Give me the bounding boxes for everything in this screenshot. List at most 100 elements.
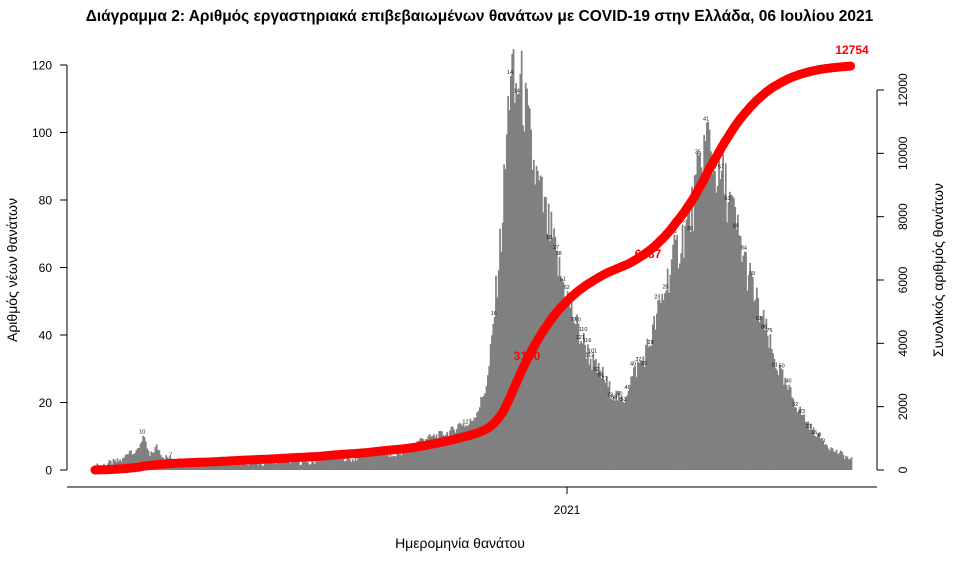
bar: [338, 453, 341, 470]
bar: [269, 463, 272, 470]
bar: [280, 458, 282, 470]
y-right-tick-label: 4000: [896, 330, 910, 357]
bar: [520, 50, 523, 470]
bar: [470, 420, 473, 470]
bar: [757, 297, 760, 470]
bar: [330, 454, 332, 470]
bar: [669, 274, 672, 470]
bar: [780, 368, 783, 470]
bar-value-label: 50: [779, 363, 785, 369]
y-right-tick-label: 6000: [896, 266, 910, 293]
bar: [112, 458, 115, 470]
bar: [334, 456, 336, 470]
bar-value-label: 7: [169, 453, 172, 459]
bar: [801, 415, 804, 470]
bar: [359, 457, 362, 470]
bar: [623, 402, 626, 470]
bar: [461, 425, 464, 470]
bar: [737, 214, 739, 470]
bar: [122, 458, 124, 470]
bar: [810, 423, 812, 470]
bar: [619, 397, 622, 470]
bar: [336, 457, 339, 470]
bar: [595, 358, 597, 470]
bar: [703, 134, 705, 470]
y-left-tick-label: 40: [39, 329, 53, 343]
bar: [316, 461, 319, 470]
bar: [474, 418, 477, 470]
bar: [689, 231, 692, 470]
bar: [312, 461, 315, 470]
bar: [639, 360, 642, 470]
bar: [538, 180, 541, 470]
cumulative-line: [90, 61, 856, 475]
bar: [226, 462, 228, 470]
bar: [319, 455, 322, 470]
bar: [562, 282, 565, 470]
bar: [393, 455, 396, 470]
bar-value-label: 48: [625, 385, 631, 391]
bar: [779, 365, 781, 470]
bar: [197, 464, 200, 470]
bar: [522, 125, 524, 470]
bar: [846, 456, 849, 470]
bar: [476, 412, 478, 470]
bar: [278, 462, 281, 470]
bar: [815, 437, 818, 470]
bar: [739, 236, 742, 470]
bar: [327, 451, 330, 470]
bar: [293, 458, 296, 470]
bar: [833, 451, 835, 470]
bar: [807, 421, 810, 470]
bar: [401, 451, 404, 470]
bar: [553, 228, 555, 470]
bar: [761, 316, 764, 470]
bar: [611, 399, 614, 470]
bar: [551, 237, 554, 470]
bar-value-label: 112: [585, 353, 594, 359]
bar: [641, 361, 643, 470]
bar: [570, 299, 573, 470]
bar: [578, 343, 581, 470]
bar: [688, 208, 691, 470]
bar: [665, 290, 668, 470]
bar-value-label: 62: [564, 285, 570, 291]
bar: [777, 375, 780, 470]
bar: [612, 396, 615, 470]
bar: [449, 430, 451, 470]
y-right-tick-label: 10000: [896, 136, 910, 170]
bar: [743, 251, 746, 470]
bar: [714, 171, 716, 471]
bar: [581, 343, 584, 470]
bar-value-label: 16: [811, 430, 817, 436]
bar: [455, 429, 458, 470]
bar: [207, 464, 209, 470]
bar: [295, 460, 297, 470]
bar: [738, 235, 741, 470]
bar: [841, 451, 843, 470]
bar: [500, 251, 503, 470]
bar: [574, 324, 577, 470]
bar: [527, 105, 530, 471]
bar: [587, 344, 589, 470]
bar: [501, 222, 504, 470]
bar: [615, 390, 618, 470]
bar: [523, 131, 526, 470]
bar: [768, 347, 770, 470]
bar: [620, 396, 623, 470]
bar: [300, 464, 303, 470]
bar: [654, 329, 657, 470]
bar: [349, 459, 351, 470]
bar: [145, 441, 147, 470]
bar: [799, 406, 801, 470]
bar-value-label: 16: [491, 311, 497, 317]
bar: [760, 316, 762, 470]
bar: [201, 466, 204, 470]
bar: [751, 277, 754, 470]
bar: [541, 176, 543, 470]
bar: [259, 459, 262, 470]
bar: [626, 395, 628, 470]
bar: [446, 431, 449, 470]
bar: [850, 457, 853, 470]
bar: [131, 454, 134, 470]
